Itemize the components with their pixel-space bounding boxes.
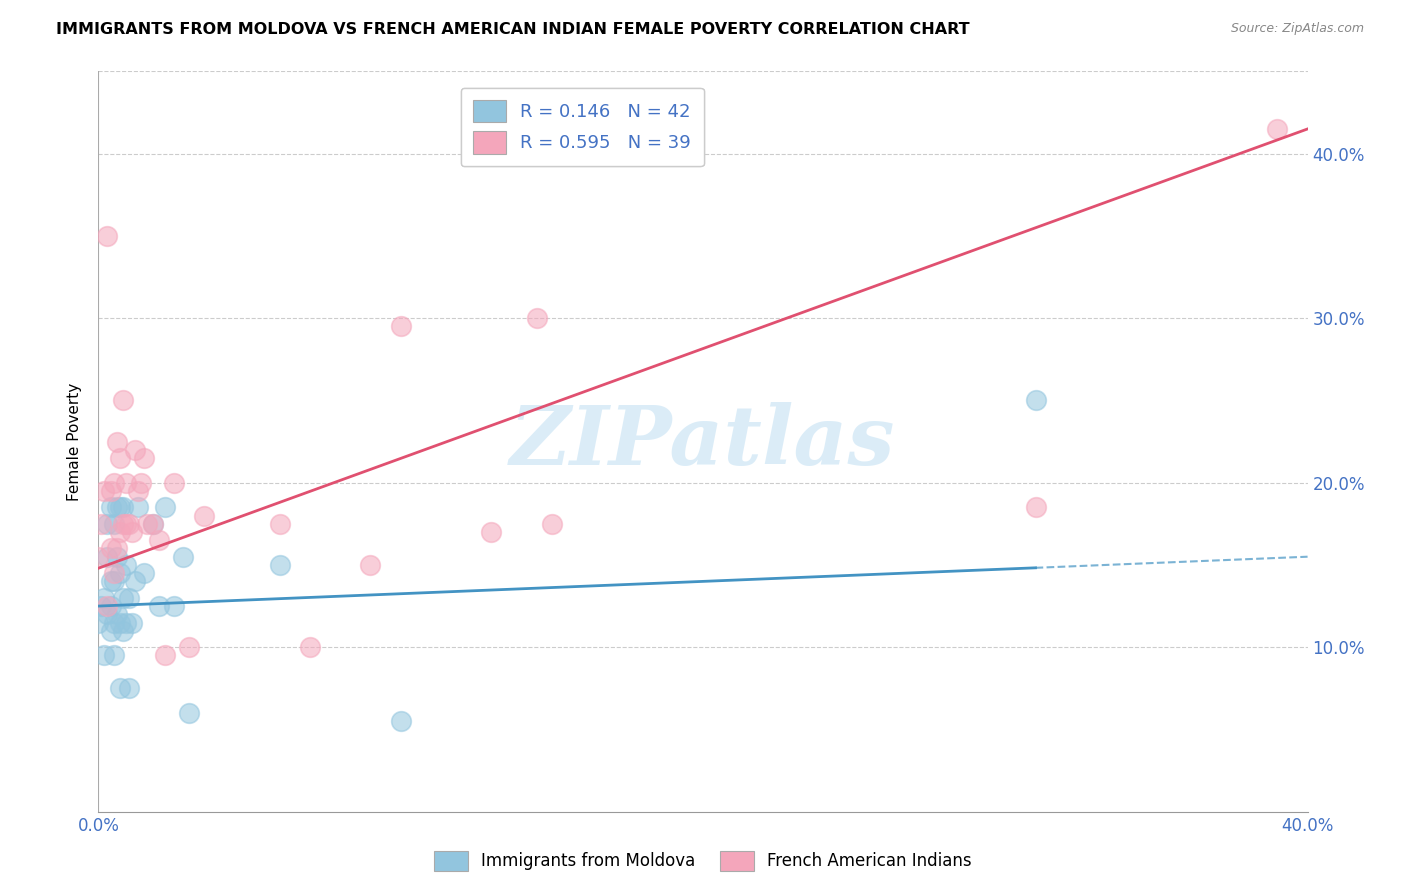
Point bbox=[103, 516, 125, 531]
Point bbox=[111, 500, 134, 515]
Point bbox=[540, 516, 562, 531]
Point bbox=[111, 624, 134, 638]
Point bbox=[121, 524, 143, 539]
Point bbox=[93, 483, 115, 498]
Point bbox=[179, 640, 201, 655]
Point bbox=[121, 615, 143, 630]
Point bbox=[153, 500, 176, 515]
Point bbox=[108, 566, 131, 581]
Point bbox=[1024, 393, 1046, 408]
Text: ZIPatlas: ZIPatlas bbox=[510, 401, 896, 482]
Point bbox=[163, 599, 186, 613]
Point bbox=[103, 615, 125, 630]
Point bbox=[105, 549, 128, 564]
Point bbox=[389, 714, 412, 729]
Point bbox=[87, 549, 110, 564]
Point bbox=[127, 500, 149, 515]
Point bbox=[163, 475, 186, 490]
Point bbox=[1024, 500, 1046, 515]
Point bbox=[269, 558, 291, 572]
Point bbox=[118, 681, 141, 696]
Point bbox=[299, 640, 322, 655]
Point bbox=[108, 615, 131, 630]
Y-axis label: Female Poverty: Female Poverty bbox=[66, 383, 82, 500]
Point bbox=[87, 615, 110, 630]
Point bbox=[148, 599, 170, 613]
Point bbox=[111, 591, 134, 605]
Point bbox=[93, 591, 115, 605]
Point bbox=[526, 311, 548, 326]
Point bbox=[111, 516, 134, 531]
Point bbox=[105, 607, 128, 622]
Point bbox=[93, 648, 115, 663]
Point bbox=[118, 591, 141, 605]
Point bbox=[96, 549, 118, 564]
Point bbox=[96, 599, 118, 613]
Point bbox=[124, 574, 146, 589]
Point bbox=[148, 533, 170, 548]
Point bbox=[103, 566, 125, 581]
Point bbox=[103, 475, 125, 490]
Text: IMMIGRANTS FROM MOLDOVA VS FRENCH AMERICAN INDIAN FEMALE POVERTY CORRELATION CHA: IMMIGRANTS FROM MOLDOVA VS FRENCH AMERIC… bbox=[56, 22, 970, 37]
Legend: R = 0.146   N = 42, R = 0.595   N = 39: R = 0.146 N = 42, R = 0.595 N = 39 bbox=[461, 87, 703, 166]
Point bbox=[1267, 122, 1289, 136]
Point bbox=[179, 706, 201, 720]
Point bbox=[108, 450, 131, 465]
Point bbox=[90, 599, 112, 613]
Point bbox=[193, 508, 215, 523]
Legend: Immigrants from Moldova, French American Indians: Immigrants from Moldova, French American… bbox=[426, 842, 980, 880]
Point bbox=[114, 475, 136, 490]
Point bbox=[142, 516, 165, 531]
Point bbox=[96, 607, 118, 622]
Point bbox=[127, 483, 149, 498]
Point bbox=[108, 500, 131, 515]
Point bbox=[132, 450, 155, 465]
Point bbox=[103, 574, 125, 589]
Point bbox=[96, 516, 118, 531]
Point bbox=[132, 566, 155, 581]
Text: Source: ZipAtlas.com: Source: ZipAtlas.com bbox=[1230, 22, 1364, 36]
Point bbox=[269, 516, 291, 531]
Point bbox=[100, 483, 122, 498]
Point bbox=[124, 442, 146, 457]
Point bbox=[129, 475, 152, 490]
Point bbox=[100, 500, 122, 515]
Point bbox=[172, 549, 194, 564]
Point bbox=[142, 516, 165, 531]
Point bbox=[105, 541, 128, 556]
Point bbox=[114, 615, 136, 630]
Point bbox=[100, 541, 122, 556]
Point bbox=[96, 228, 118, 243]
Point bbox=[100, 599, 122, 613]
Point bbox=[100, 624, 122, 638]
Point bbox=[135, 516, 157, 531]
Point bbox=[111, 393, 134, 408]
Point bbox=[389, 319, 412, 334]
Point bbox=[118, 516, 141, 531]
Point bbox=[360, 558, 382, 572]
Point bbox=[105, 500, 128, 515]
Point bbox=[481, 524, 503, 539]
Point bbox=[153, 648, 176, 663]
Point bbox=[100, 574, 122, 589]
Point bbox=[108, 524, 131, 539]
Point bbox=[90, 516, 112, 531]
Point bbox=[114, 516, 136, 531]
Point bbox=[114, 558, 136, 572]
Point bbox=[108, 681, 131, 696]
Point bbox=[105, 434, 128, 449]
Point bbox=[103, 648, 125, 663]
